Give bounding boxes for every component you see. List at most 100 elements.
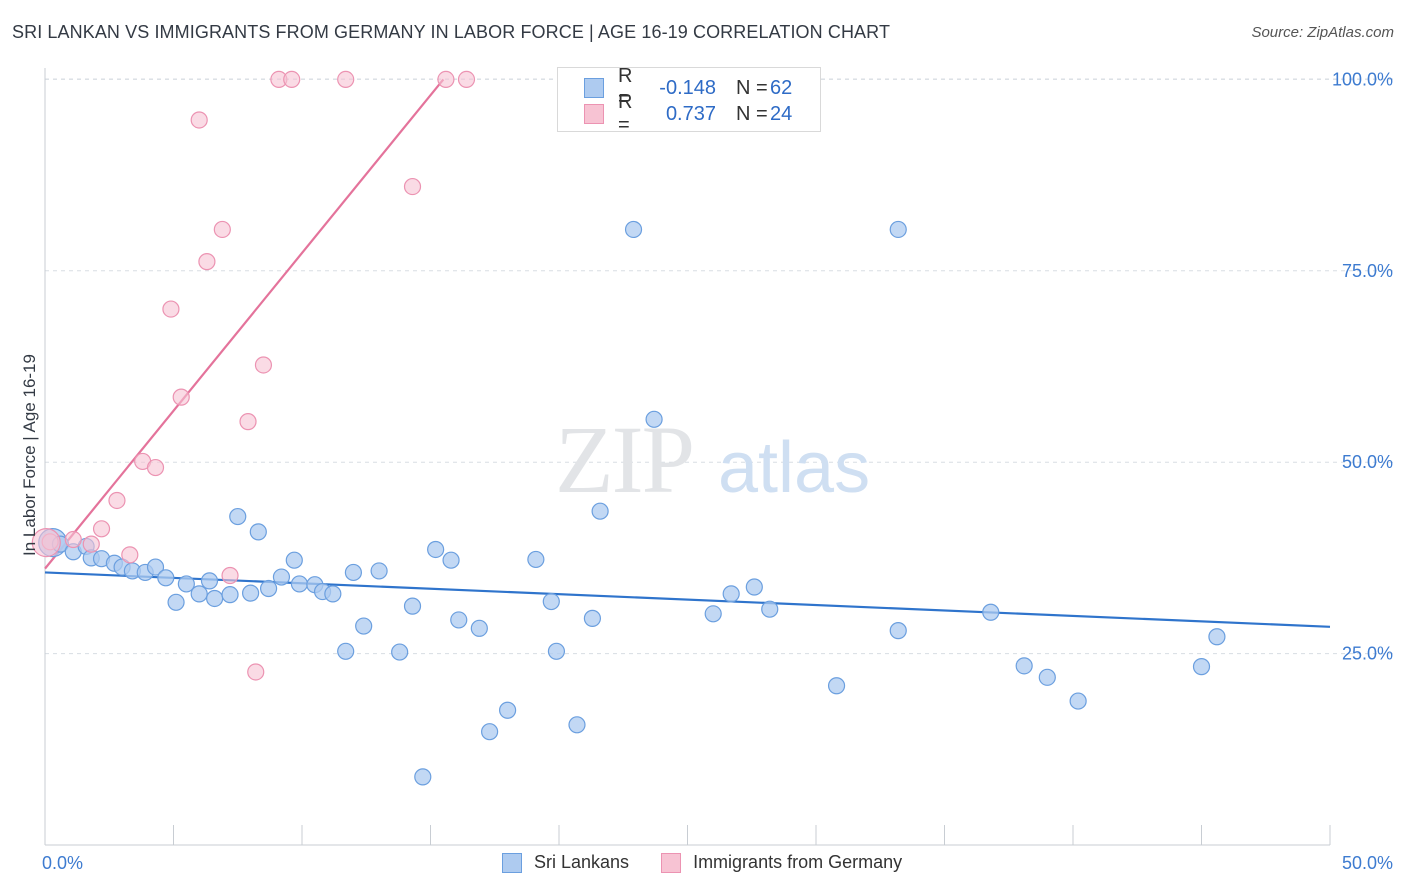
y-tick-label: 50.0% [1342,452,1393,472]
data-point-germany [457,70,476,89]
data-point-sri-lankans [645,410,663,428]
legend-n-label: N = [736,102,768,125]
legend-r-label: R = [618,65,633,110]
legend-n-value: 62 [770,76,793,99]
legend-label: Sri Lankans [534,852,630,872]
data-point-germany [213,220,231,239]
data-point-sri-lankans [722,585,740,603]
data-point-sri-lankans [337,642,355,660]
legend-r-label: R = [618,91,633,136]
data-point-sri-lankans [1015,657,1033,675]
data-point-sri-lankans [542,592,560,611]
data-point-sri-lankans [355,617,373,635]
data-point-sri-lankans [391,643,409,661]
data-point-sri-lankans [177,575,195,593]
trend-line-sri-lankans [44,571,1331,628]
data-point-sri-lankans [290,575,309,593]
data-point-germany [198,253,216,271]
data-point-germany [254,356,273,374]
data-point-sri-lankans [450,611,468,629]
data-point-sri-lankans [827,677,846,695]
legend-item-germany[interactable]: Immigrants from Germany [661,852,902,873]
data-point-sri-lankans [761,600,779,618]
data-point-sri-lankans [704,605,722,623]
data-point-sri-lankans [285,551,303,569]
series-legend: Sri Lankans Immigrants from Germany [502,852,934,873]
data-point-sri-lankans [481,723,499,741]
legend-swatch-blue [584,78,604,98]
data-point-sri-lankans [442,551,460,569]
data-point-germany [172,388,190,406]
y-tick-label: 100.0% [1332,69,1393,89]
data-point-sri-lankans [889,622,907,640]
legend-label: Immigrants from Germany [693,852,903,872]
data-point-sri-lankans [403,597,422,615]
legend-swatch-pink [584,104,604,124]
data-point-sri-lankans [249,523,267,541]
data-point-sri-lankans [547,642,566,660]
y-axis-label: In Labor Force | Age 16-19 [20,354,39,556]
trend-line-germany [44,78,445,570]
legend-n-label: N = [736,76,768,99]
data-point-germany [146,458,165,477]
legend-swatch-pink [661,852,682,873]
watermark-zip: ZIP [555,406,693,513]
data-point-sri-lankans [272,568,291,586]
data-point-sri-lankans [1192,658,1211,676]
data-point-germany [221,566,239,585]
data-point-sri-lankans [221,586,239,604]
grid-layer [45,78,1395,655]
legend-row-germany: R = 0.737 N = 24 [584,91,793,136]
legend-r-value: -0.148 [659,76,716,99]
data-point-sri-lankans [324,585,342,603]
data-point-sri-lankans [200,572,219,590]
data-point-sri-lankans [1208,628,1226,646]
data-point-germany [337,70,355,89]
data-point-sri-lankans [146,558,165,576]
legend-r-value: 0.737 [665,102,716,125]
legend-item-sri-lankans[interactable]: Sri Lankans [502,852,629,873]
watermark: ZIP atlas [555,406,870,513]
trend-layer [44,78,1331,628]
data-point-sri-lankans [470,619,488,637]
tick-labels: 25.0% 50.0% 75.0% 100.0% 0.0% 50.0% [42,69,1393,873]
data-point-germany [162,300,180,318]
data-point-sri-lankans [982,603,1000,621]
data-point-sri-lankans [568,716,586,734]
data-point-sri-lankans [167,593,185,611]
data-point-sri-lankans [1038,668,1056,686]
y-tick-label: 75.0% [1342,261,1393,281]
data-point-sri-lankans [427,540,445,559]
legend-n-value: 24 [770,102,793,125]
data-point-sri-lankans [206,589,224,608]
legend-row-sri-lankans: R = -0.148 N = 62 [584,65,793,110]
chart-title: SRI LANKAN VS IMMIGRANTS FROM GERMANY IN… [12,22,891,42]
data-point-sri-lankans [583,609,602,627]
data-point-sri-lankans [229,507,247,526]
data-point-sri-lankans [414,768,432,786]
data-point-sri-lankans [370,562,388,580]
correlation-legend: R = -0.148 N = 62 R = 0.737 N = 24 [557,65,821,136]
axes-layer [44,68,1331,846]
data-point-sri-lankans [157,569,175,587]
data-point-sri-lankans [527,550,545,569]
data-point-germany [403,177,422,196]
points-layer [31,70,1226,786]
legend-swatch-blue [502,852,522,873]
data-point-germany [437,70,455,89]
x-tick-label: 50.0% [1342,853,1393,873]
data-point-germany [121,546,139,564]
data-point-germany [190,111,208,129]
data-point-germany [108,491,126,510]
source-label: Source: ZipAtlas.com [1251,24,1394,41]
data-point-germany [247,663,265,681]
data-point-sri-lankans [889,220,907,239]
data-point-germany [92,520,111,538]
data-point-sri-lankans [190,585,208,603]
data-point-germany [239,413,257,431]
data-point-germany [64,530,82,549]
data-point-sri-lankans [344,563,362,582]
data-point-sri-lankans [745,578,763,596]
data-point-germany [82,535,100,553]
